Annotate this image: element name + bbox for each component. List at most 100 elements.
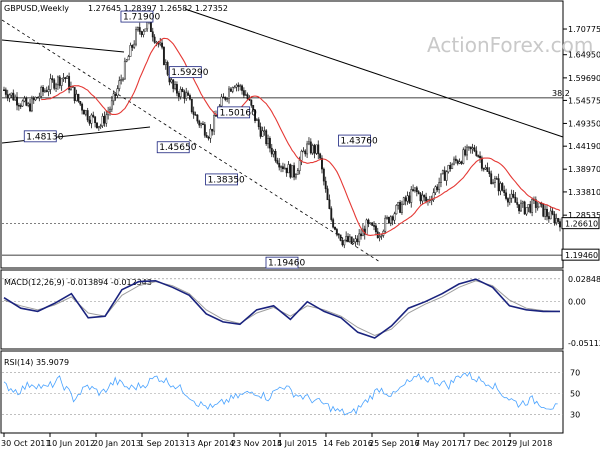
candle-body: [62, 77, 65, 80]
candle-body: [557, 218, 560, 222]
candle-body: [220, 96, 223, 107]
candle-body: [512, 193, 515, 198]
candle-body: [151, 31, 154, 38]
candle-body: [348, 236, 351, 242]
dashed-trend-line: [1, 19, 381, 263]
candle-body: [43, 90, 46, 92]
candle-body: [291, 165, 294, 178]
candle-body: [367, 219, 370, 224]
candle-body: [135, 29, 137, 45]
annotation-label: 1.38350: [208, 175, 245, 185]
price-tick-label: 1.33810: [568, 188, 600, 197]
candle-body: [497, 178, 500, 192]
candle-body: [203, 124, 206, 136]
price-tick-label: 1.38970: [568, 165, 600, 174]
candle-body: [36, 96, 39, 99]
candle-body: [389, 216, 392, 224]
ohlc-header: 1.27645 1.28397 1.26582 1.27352: [88, 4, 228, 13]
candle-body: [419, 193, 422, 202]
annotation-box: [168, 66, 202, 79]
annotation-box: [156, 141, 190, 154]
candle-body: [19, 105, 22, 107]
candle-body: [129, 45, 132, 57]
candle-body: [276, 160, 279, 164]
candle-body: [53, 79, 56, 89]
candle-body: [92, 114, 95, 117]
candle-body: [27, 103, 30, 106]
candle-body: [326, 188, 329, 201]
date-tick-label: 13 Apr 2014: [185, 439, 234, 448]
candle-body: [16, 96, 18, 106]
candle-body: [399, 202, 402, 213]
candle-body: [127, 56, 130, 61]
candle-body: [451, 163, 454, 170]
candle-body: [211, 128, 214, 132]
candle-body: [257, 119, 260, 127]
annotation-label: 1.50160: [220, 108, 257, 118]
candle-body: [21, 100, 24, 107]
moving-average: [41, 37, 561, 236]
candle-body: [83, 109, 85, 115]
date-tick-label: 23 Nov 2014: [231, 439, 282, 448]
candle-body: [112, 93, 115, 102]
candle-body: [189, 95, 191, 100]
upper-wedge-line: [1, 39, 125, 53]
candle-body: [417, 191, 420, 194]
candle-body: [441, 170, 444, 175]
candle-body: [226, 98, 229, 100]
current-price-label: 1.26610: [565, 220, 598, 229]
candle-body: [486, 167, 489, 172]
candle-body: [97, 125, 100, 129]
annotation-label: 1.59290: [171, 68, 208, 78]
candle-body: [86, 110, 89, 121]
candle-body: [471, 147, 474, 150]
candle-body: [131, 45, 134, 48]
candle-body: [187, 92, 190, 96]
candle-body: [278, 163, 281, 168]
candle-body: [454, 158, 457, 161]
candle-body: [190, 98, 193, 113]
candle-body: [529, 204, 532, 213]
fib-382-label: 38.2: [552, 89, 570, 98]
candle-body: [192, 111, 195, 115]
candle-body: [510, 193, 513, 199]
candle-body: [296, 170, 299, 175]
price-axis: 1.70775 1.64950 1.59690 1.54575 1.49350 1.441…: [563, 25, 600, 220]
candle-body: [406, 195, 409, 202]
candle-body: [242, 90, 245, 96]
candle-body: [337, 233, 340, 236]
candle-body: [69, 86, 72, 90]
candle-body: [159, 42, 162, 45]
candle-body: [400, 203, 403, 213]
annotation-box: [338, 134, 371, 147]
candle-body: [374, 225, 377, 233]
rsi-line: [3, 371, 558, 416]
candle-body: [261, 130, 264, 137]
candle-body: [482, 168, 485, 170]
price-tick-label: 1.54575: [568, 96, 600, 105]
candle-body: [373, 225, 375, 227]
candle-body: [38, 96, 41, 99]
price-tick-label: 1.70775: [568, 25, 600, 34]
candle-body: [215, 115, 217, 117]
candle-body: [170, 79, 173, 83]
candle-body: [289, 164, 292, 178]
candle-body: [440, 173, 442, 183]
rsi-panel-frame: [0, 350, 564, 434]
candle-body: [122, 78, 124, 81]
candle-body: [42, 87, 45, 92]
candle-body: [142, 30, 145, 35]
candle-body: [501, 183, 504, 191]
candle-body: [415, 187, 418, 192]
candle-body: [469, 146, 472, 150]
candle-body: [302, 150, 305, 153]
candle-body: [125, 59, 128, 62]
candle-body: [285, 167, 288, 174]
annotation-box: [265, 256, 299, 269]
candle-body: [84, 110, 87, 115]
candle-body: [339, 234, 342, 241]
candle-body: [205, 135, 208, 138]
support-price-label: 1.19460: [565, 251, 598, 260]
candle-body: [109, 108, 111, 113]
candle-body: [270, 147, 273, 155]
